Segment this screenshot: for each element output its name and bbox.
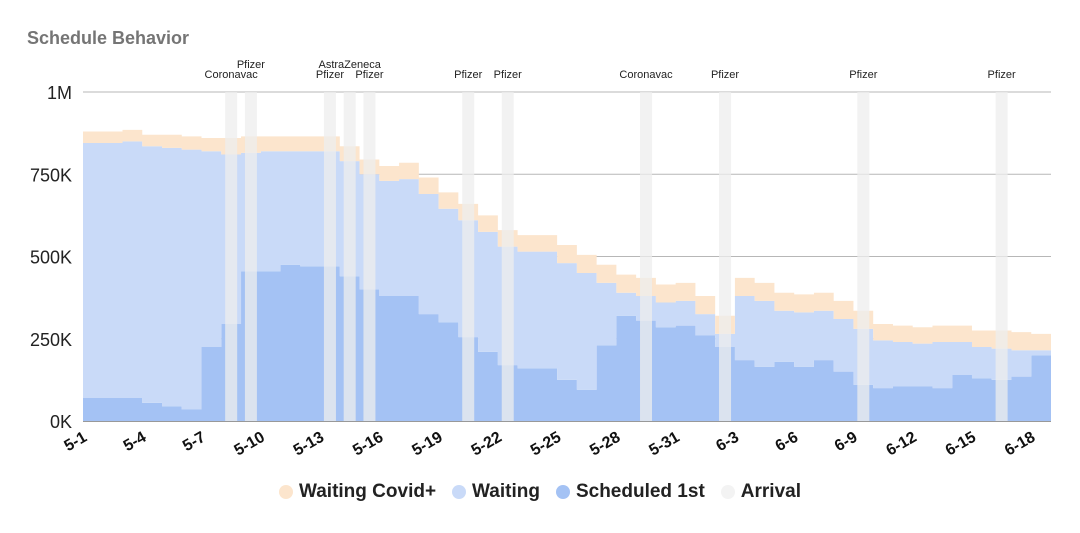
arrival-bar [323,92,336,421]
x-tick-label: 5-7 [180,429,209,455]
x-tick-label: 6-3 [713,429,742,455]
arrival-label: Coronavac [619,69,673,81]
legend-label: Scheduled 1st [575,481,705,502]
x-tick-label: 5-28 [587,429,623,460]
legend-swatch-waiting [452,485,467,499]
arrival-bar [343,92,356,421]
x-tick-label: 5-19 [409,429,445,460]
legend-item-waiting[interactable]: Waiting [452,481,540,503]
arrival-bar [501,92,514,421]
legend-swatch-scheduled-1st [555,485,570,499]
y-tick-label: 1M [47,83,72,103]
x-tick-label: 5-10 [232,429,268,460]
arrival-label: Pfizer [454,69,482,81]
y-tick-label: 0K [50,412,72,432]
x-tick-label: 5-16 [350,429,386,460]
arrival-label: Pfizer [355,69,383,81]
legend-label: Waiting [472,481,540,502]
legend-item-scheduled-1st[interactable]: Scheduled 1st [555,481,705,503]
arrival-bar [995,92,1008,421]
y-tick-label: 500K [30,248,72,268]
chart-legend: Waiting Covid+ Waiting Scheduled 1st Arr… [0,481,1080,503]
arrival-bar [719,92,732,421]
arrival-bar [640,92,653,421]
x-tick-label: 5-25 [528,429,564,460]
area-series-2 [83,129,1051,351]
x-tick-label: 5-13 [291,429,327,460]
legend-item-waiting-covid[interactable]: Waiting Covid+ [279,481,436,503]
x-tick-label: 6-12 [883,429,919,460]
chart-title: Schedule Behavior [27,28,190,48]
y-tick-label: 250K [30,330,72,350]
arrival-bar [363,92,376,421]
legend-swatch-arrival [720,485,735,499]
legend-item-arrival[interactable]: Arrival [720,481,801,503]
x-tick-label: 5-31 [646,429,682,460]
arrival-label: Pfizer [494,69,522,81]
arrival-bar [244,92,257,421]
x-tick-label: 6-9 [832,429,861,455]
arrival-label: Coronavac [205,69,259,81]
y-tick-label: 750K [30,165,72,185]
x-tick-label: 5-22 [469,429,505,460]
arrival-label: Pfizer [711,69,739,81]
arrival-label: AstraZeneca [319,59,382,71]
x-tick-label: 6-15 [943,429,979,460]
legend-swatch-waiting-covid [279,485,293,499]
arrival-bar [462,92,475,421]
arrival-bar [857,92,870,421]
x-tick-label: 6-18 [1002,429,1038,460]
arrival-label: Pfizer [988,69,1016,81]
legend-label: Waiting Covid+ [299,481,437,502]
legend-label: Arrival [740,481,801,502]
x-tick-label: 6-6 [773,429,802,455]
arrival-label: Pfizer [316,69,344,81]
arrival-label: Pfizer [237,59,265,71]
x-tick-label: 5-1 [61,429,90,455]
arrival-bar [225,92,238,421]
x-tick-label: 5-4 [121,429,150,455]
arrival-label: Pfizer [849,69,877,81]
